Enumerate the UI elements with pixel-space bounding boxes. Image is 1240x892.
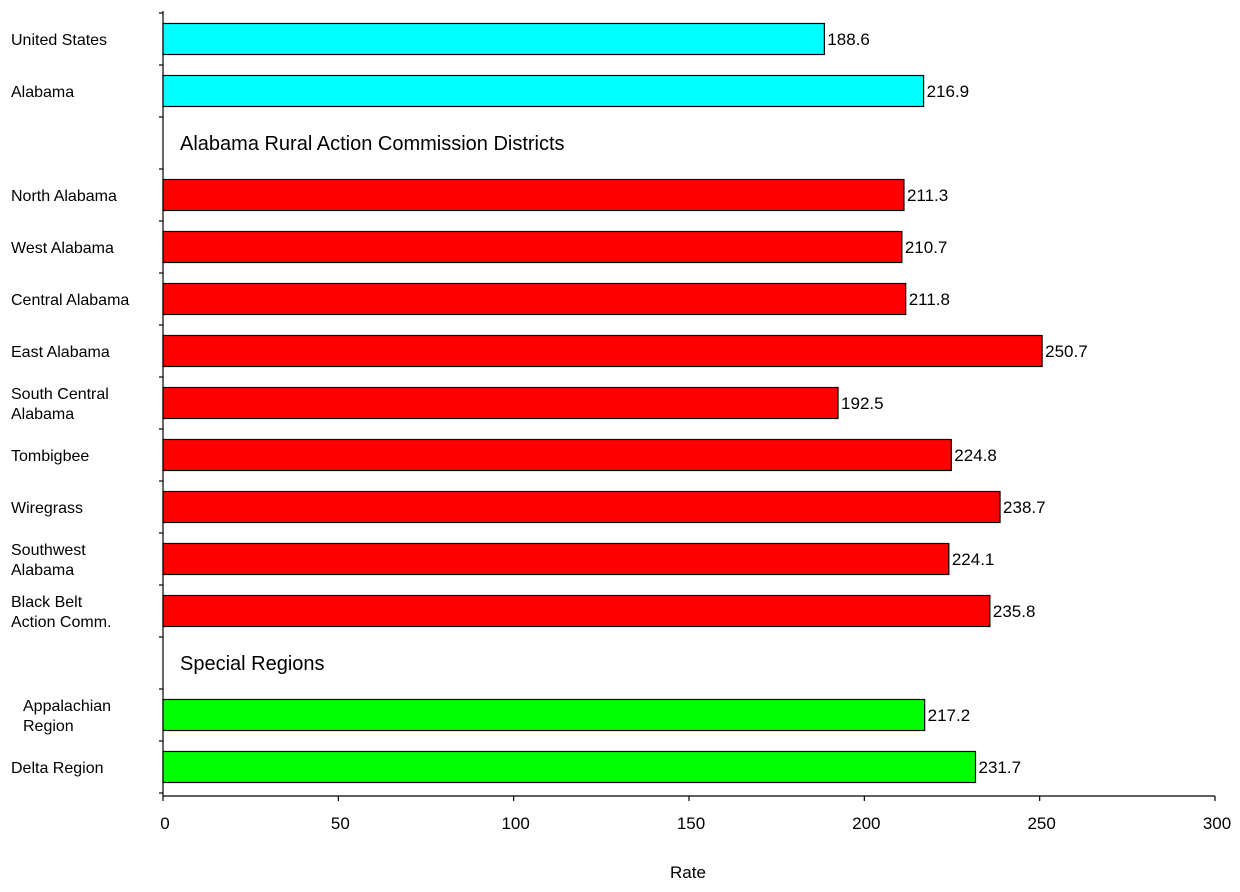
x-axis-label: Rate <box>670 863 706 882</box>
category-label: West Alabama <box>11 240 114 257</box>
category-label: United States <box>11 32 107 49</box>
bar <box>162 178 905 212</box>
bar <box>162 282 907 316</box>
category-label: Alabama <box>11 84 74 101</box>
category-label: Black Belt <box>11 594 83 611</box>
data-label: 224.8 <box>954 446 997 465</box>
data-label: 210.7 <box>905 238 948 257</box>
category-label: Region <box>23 718 74 735</box>
data-label: 217.2 <box>928 706 971 725</box>
bar <box>162 74 925 108</box>
category-label: Alabama <box>11 406 74 423</box>
category-label: North Alabama <box>11 188 117 205</box>
category-label: Alabama <box>11 562 74 579</box>
bar <box>162 698 926 732</box>
bar <box>162 334 1043 368</box>
x-tick-label: 50 <box>331 814 350 833</box>
category-label: South Central <box>11 386 109 403</box>
category-label: Delta Region <box>11 760 104 777</box>
bar <box>162 22 825 56</box>
data-label: 238.7 <box>1003 498 1046 517</box>
x-tick-label: 300 <box>1203 814 1231 833</box>
data-label: 216.9 <box>927 82 970 101</box>
category-label: Central Alabama <box>11 292 129 309</box>
bar <box>162 750 977 784</box>
bar <box>162 594 991 628</box>
data-label: 231.7 <box>978 758 1021 777</box>
data-label: 211.8 <box>909 290 950 309</box>
category-label: Tombigbee <box>11 448 89 465</box>
x-tick-label: 100 <box>501 814 529 833</box>
category-label: Wiregrass <box>11 500 83 517</box>
data-label: 192.5 <box>841 394 884 413</box>
category-label: Southwest <box>11 542 86 559</box>
bar <box>162 438 952 472</box>
x-tick-label: 250 <box>1027 814 1055 833</box>
category-label: East Alabama <box>11 344 110 361</box>
x-tick-label: 200 <box>852 814 880 833</box>
data-label: 235.8 <box>993 602 1036 621</box>
bar <box>162 542 950 576</box>
category-label: Action Comm. <box>11 614 111 631</box>
data-label: 211.3 <box>907 186 948 205</box>
x-tick-label: 0 <box>160 814 169 833</box>
plot-area: 0 50 100 150 200 250 300 188.6 United States 216.… <box>11 11 1231 833</box>
bar <box>162 230 903 264</box>
data-label: 250.7 <box>1045 342 1088 361</box>
section-label: Special Regions <box>180 653 325 675</box>
x-tick-label: 150 <box>677 814 705 833</box>
bar <box>162 386 839 420</box>
data-label: 188.6 <box>827 30 870 49</box>
category-label: Appalachian <box>23 698 111 715</box>
section-label: Alabama Rural Action Commission District… <box>180 133 565 155</box>
data-label: 224.1 <box>952 550 995 569</box>
bar <box>162 490 1001 524</box>
